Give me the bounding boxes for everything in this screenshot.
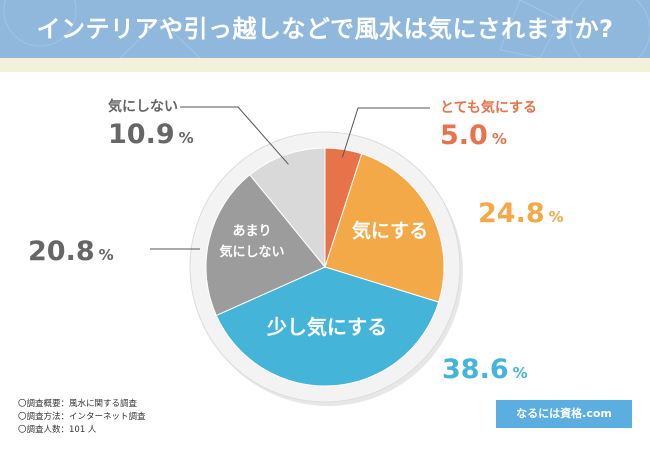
slice-value: 5.0% [440,120,507,151]
pie-slice [205,174,326,317]
slice-value: 20.8% [28,236,114,267]
pie-slice [324,153,445,303]
slice-label: 気にする [352,219,428,242]
leader-line [341,107,430,158]
survey-method: 〇調査方法：インターネット調査 [18,412,146,422]
survey-info: 〇調査概要：風水に関する調査 〇調査方法：インターネット調査 〇調査人数：101… [18,398,146,437]
header-stripe [0,58,650,72]
chart-title: インテリアや引っ越しなどで風水は気にされますか? [36,15,614,43]
slice-label: とても気にする [440,99,537,116]
slice-label: 少し気にする [266,315,387,339]
slice-value: 38.6% [442,354,528,385]
survey-overview: 〇調査概要：風水に関する調査 [18,399,138,409]
slice-label: あまり [232,224,271,239]
brand-badge[interactable]: なるには資格.com [496,400,632,428]
slice-value: 10.9% [108,119,194,150]
slice-label: 気にしない [219,244,284,260]
pie-slice [249,147,326,269]
pie-slice [215,266,440,387]
slice-value: 24.8% [478,198,564,229]
header-decoration [3,0,650,58]
slice-label: 気にしない [108,98,178,115]
header-banner: インテリアや引っ越しなどで風水は気にされますか? [0,0,650,58]
survey-count: 〇調査人数：101 人 [18,425,97,435]
leader-line [180,106,289,165]
